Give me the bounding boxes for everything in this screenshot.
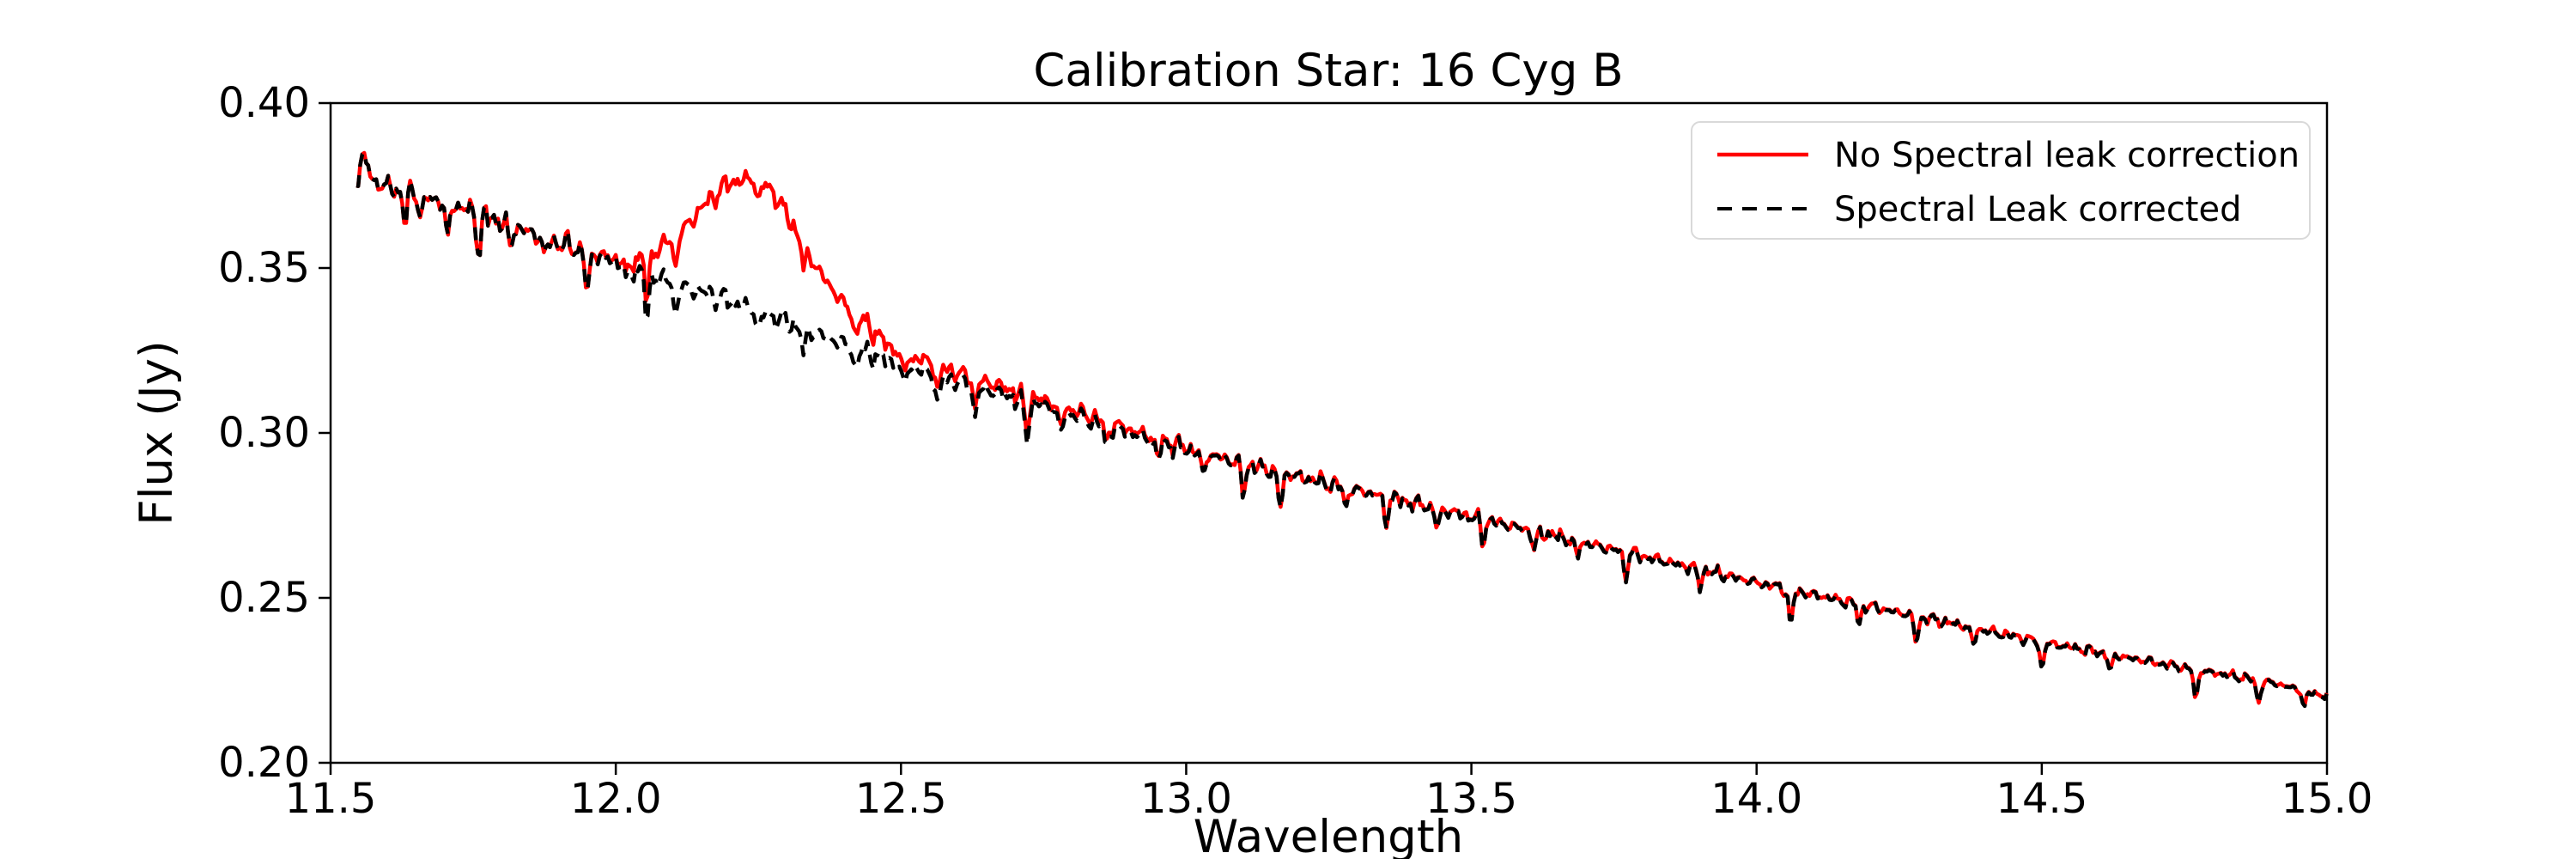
x-tick-label: 13.0 xyxy=(1140,775,1232,823)
x-tick-label: 12.0 xyxy=(570,775,662,823)
y-tick-label: 0.40 xyxy=(218,79,310,127)
y-axis-ticks: 0.20 0.25 0.30 0.35 0.40 xyxy=(218,79,331,787)
y-axis-label: Flux (Jy) xyxy=(131,340,183,525)
x-axis-ticks: 11.5 12.0 12.5 13.0 13.5 14.0 14.5 15.0 xyxy=(285,763,2373,823)
x-tick-label: 15.0 xyxy=(2281,775,2373,823)
legend-box xyxy=(1691,121,2311,240)
legend-label-no-correction: No Spectral leak correction xyxy=(1834,136,2300,175)
y-tick-label: 0.30 xyxy=(218,409,310,457)
legend-label-corrected: Spectral Leak corrected xyxy=(1834,190,2242,229)
y-tick-label: 0.20 xyxy=(218,739,310,787)
x-tick-label: 13.5 xyxy=(1425,775,1517,823)
x-tick-label: 12.5 xyxy=(855,775,947,823)
x-axis-label: Wavelength xyxy=(1194,811,1463,859)
x-tick-label: 11.5 xyxy=(285,775,377,823)
x-tick-label: 14.5 xyxy=(1996,775,2087,823)
legend: No Spectral leak correction Spectral Lea… xyxy=(1691,121,2311,240)
chart-title: Calibration Star: 16 Cyg B xyxy=(1033,45,1623,97)
series-spectral-leak-corrected-line xyxy=(355,150,2329,709)
y-tick-label: 0.35 xyxy=(218,244,310,292)
x-tick-label: 14.0 xyxy=(1710,775,1802,823)
y-tick-label: 0.25 xyxy=(218,574,310,622)
series-lines xyxy=(355,150,2329,709)
